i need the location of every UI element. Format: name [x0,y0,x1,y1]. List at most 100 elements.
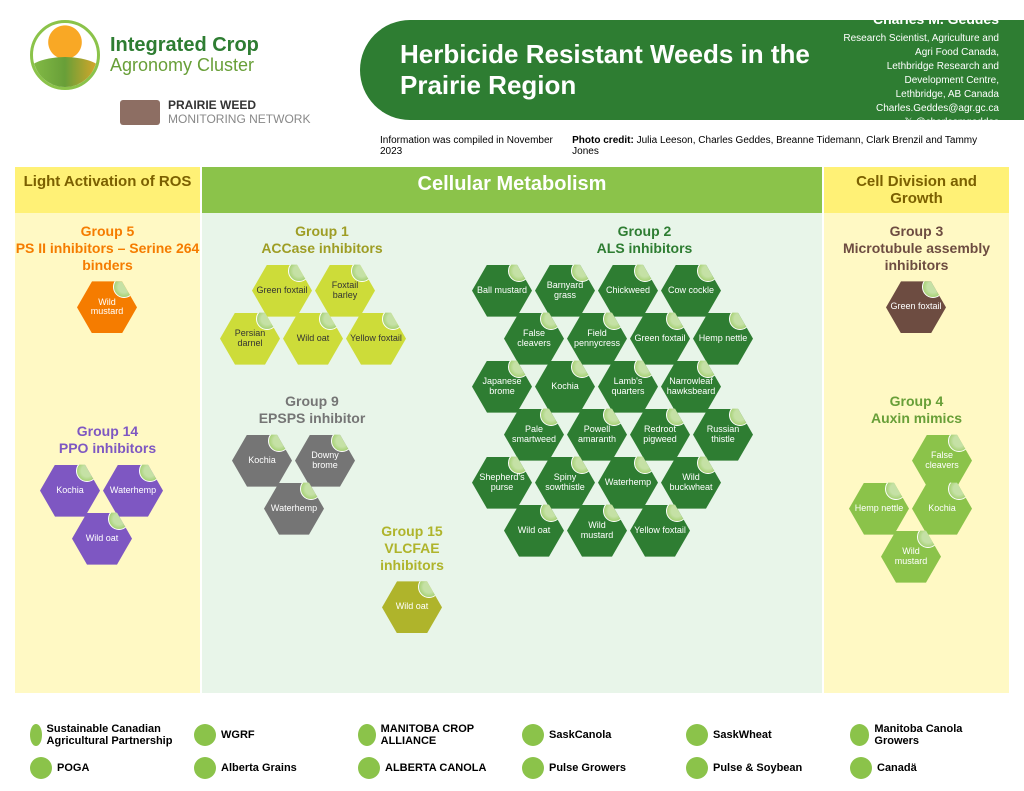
author-info: Charles M. Geddes Research Scientist, Ag… [826,10,999,131]
hex-narrowleaf-hawksbeard: Narrowleaf hawksbeard [661,361,721,413]
author-role: Research Scientist, Agriculture and Agri… [826,32,999,60]
sponsor-label: Alberta Grains [221,762,297,774]
sponsor-icon [686,724,708,746]
sponsor-logo: Manitoba Canola Growers [850,723,994,747]
group-4: Group 4Auxin mimics False cleavers Hemp … [824,393,1009,595]
sponsor-label: SaskWheat [713,729,772,741]
hex-spiny-sowthistle: Spiny sowthistle [535,457,595,509]
hex-waterhemp: Waterhemp [598,457,658,509]
hex-russian-thistle: Russian thistle [693,409,753,461]
logo-icon [30,20,100,90]
sponsor-label: ALBERTA CANOLA [385,762,486,774]
column-metabolism: Group 1ACCase inhibitors Green foxtail F… [202,213,822,693]
sponsor-icon [686,757,708,779]
prairie-weed-icon [120,100,160,125]
author-org: Lethbridge Research and Development Cent… [826,60,999,88]
sponsor-label: Sustainable Canadian Agricultural Partne… [47,723,174,747]
hex-field-pennycress: Field pennycress [567,313,627,365]
sponsor-label: Manitoba Canola Growers [874,723,994,747]
sponsor-logo: Pulse Growers [522,757,666,779]
sponsor-label: POGA [57,762,89,774]
hex-yellow-foxtail: Yellow foxtail [630,505,690,557]
sponsor-logo: SaskCanola [522,724,666,746]
photo-credit: Photo credit: Julia Leeson, Charles Gedd… [572,135,994,157]
hex-downy-brome: Downy brome [295,435,355,487]
sponsor-logo: SaskWheat [686,724,830,746]
hex-redroot-pigweed: Redroot pigweed [630,409,690,461]
sponsor-icon [358,757,380,779]
sponsor-icon [194,757,216,779]
hex-kochia: Kochia [535,361,595,413]
hex-wild-oat: Wild oat [72,513,132,565]
author-email: Charles.Geddes@agr.gc.ca [826,102,999,116]
sponsor-label: MANITOBA CROP ALLIANCE [381,723,502,747]
footer-logos: Sustainable Canadian Agricultural Partne… [0,711,1024,791]
sponsor-logo: Alberta Grains [194,757,338,779]
sponsor-label: Pulse Growers [549,762,626,774]
hex-wild-oat: Wild oat [382,581,442,633]
sponsor-logo: ALBERTA CANOLA [358,757,502,779]
category-cell-division: Cell Division and Growth [824,167,1009,213]
sponsor-icon [850,724,869,746]
column-cell-division: Group 3Microtubule assembly inhibitors G… [824,213,1009,693]
hex-kochia: Kochia [232,435,292,487]
title-bar: Herbicide Resistant Weeds in the Prairie… [360,20,1024,120]
sponsor-label: SaskCanola [549,729,611,741]
sponsor-icon [522,724,544,746]
sponsor-icon [194,724,216,746]
hex-false-cleavers: False cleavers [912,435,972,487]
group-5: Group 5PS II inhibitors – Serine 264 bin… [15,223,200,341]
header: Integrated Crop Agronomy Cluster PRAIRIE… [0,0,1024,130]
hex-kochia: Kochia [912,483,972,535]
hex-pale-smartweed: Pale smartweed [504,409,564,461]
hex-lamb-s-quarters: Lamb's quarters [598,361,658,413]
hex-green-foxtail: Green foxtail [252,265,312,317]
hex-kochia: Kochia [40,465,100,517]
group-9: Group 9EPSPS inhibitor Kochia Downy brom… [212,393,412,545]
group-1: Group 1ACCase inhibitors Green foxtail F… [212,223,432,375]
hex-waterhemp: Waterhemp [103,465,163,517]
category-ros: Light Activation of ROS [15,167,200,213]
sponsor-logo: Canadä [850,757,994,779]
compiled-note: Information was compiled in November 202… [380,135,572,157]
sponsor-logo: Sustainable Canadian Agricultural Partne… [30,723,174,747]
hex-waterhemp: Waterhemp [264,483,324,535]
hex-shepherd-s-purse: Shepherd's purse [472,457,532,509]
group-14: Group 14PPO inhibitors Kochia Waterhemp … [15,423,200,575]
page-title: Herbicide Resistant Weeds in the Prairie… [400,39,826,101]
sponsor-label: WGRF [221,729,255,741]
logo-line-1: Integrated Crop [110,34,259,56]
hex-hemp-nettle: Hemp nettle [849,483,909,535]
body-row: Group 5PS II inhibitors – Serine 264 bin… [0,213,1024,693]
hex-japanese-brome: Japanese brome [472,361,532,413]
hex-wild-oat: Wild oat [504,505,564,557]
sponsor-icon [30,724,42,746]
author-loc: Lethbridge, AB Canada [826,88,999,102]
hex-wild-mustard: Wild mustard [77,281,137,333]
column-ros: Group 5PS II inhibitors – Serine 264 bin… [15,213,200,693]
sponsor-icon [30,757,52,779]
sponsor-logo: Pulse & Soybean [686,757,830,779]
group-15: Group 15VLCFAE inhibitors Wild oat [352,523,472,641]
primary-logo: Integrated Crop Agronomy Cluster [30,20,345,90]
sponsor-icon [850,757,872,779]
hex-wild-buckwheat: Wild buckwheat [661,457,721,509]
secondary-logo: PRAIRIE WEED MONITORING NETWORK [120,98,345,126]
author-name: Charles M. Geddes [826,10,999,30]
meta-row: Information was compiled in November 202… [0,130,1024,167]
hex-barnyard-grass: Barnyard grass [535,265,595,317]
hex-hemp-nettle: Hemp nettle [693,313,753,365]
hex-false-cleavers: False cleavers [504,313,564,365]
hex-chickweed: Chickweed [598,265,658,317]
author-handle: 𝕏 @charlesmgeddes [826,116,999,130]
hex-wild-oat: Wild oat [283,313,343,365]
hex-yellow-foxtail: Yellow foxtail [346,313,406,365]
logo-line-2: Agronomy Cluster [110,56,259,76]
hex-green-foxtail: Green foxtail [630,313,690,365]
hex-persian-darnel: Persian darnel [220,313,280,365]
sublogo-line-2: MONITORING NETWORK [168,112,310,126]
hex-wild-mustard: Wild mustard [567,505,627,557]
hex-green-foxtail: Green foxtail [886,281,946,333]
sublogo-line-1: PRAIRIE WEED [168,98,310,112]
hex-foxtail-barley: Foxtail barley [315,265,375,317]
